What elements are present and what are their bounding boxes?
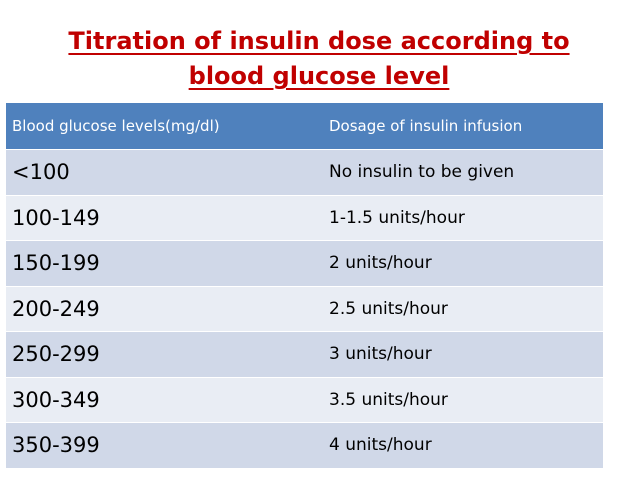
table-row: 250-299 3 units/hour	[6, 331, 603, 377]
insulin-titration-table: Blood glucose levels(mg/dl) Dosage of in…	[6, 103, 603, 468]
glucose-range-cell: 150-199	[12, 251, 100, 276]
glucose-range-cell: 250-299	[12, 342, 100, 367]
table-row: 300-349 3.5 units/hour	[6, 376, 603, 422]
table-header-row: Blood glucose levels(mg/dl) Dosage of in…	[6, 103, 603, 149]
dosage-cell: 1-1.5 units/hour	[329, 207, 465, 228]
header-glucose-level: Blood glucose levels(mg/dl)	[12, 117, 220, 135]
header-insulin-dosage: Dosage of insulin infusion	[329, 117, 523, 135]
glucose-range-cell: 100-149	[12, 205, 100, 230]
dosage-cell: 2.5 units/hour	[329, 298, 448, 319]
title-line-2: blood glucose level	[188, 62, 450, 90]
table-row: 100-149 1-1.5 units/hour	[6, 194, 603, 240]
dosage-cell: 3 units/hour	[329, 344, 432, 365]
dosage-cell: 4 units/hour	[329, 435, 432, 456]
dosage-cell: No insulin to be given	[329, 162, 515, 183]
table-row: 200-249 2.5 units/hour	[6, 285, 603, 331]
table-row: <100 No insulin to be given	[6, 149, 603, 195]
dosage-cell: 2 units/hour	[329, 253, 432, 274]
glucose-range-cell: <100	[12, 160, 70, 185]
title-line-1: Titration of insulin dose according to	[68, 27, 570, 55]
slide-title: Titration of insulin dose according to b…	[0, 24, 638, 94]
table-row: 350-399 4 units/hour	[6, 422, 603, 468]
table-row: 150-199 2 units/hour	[6, 240, 603, 286]
glucose-range-cell: 300-349	[12, 387, 100, 412]
dosage-cell: 3.5 units/hour	[329, 389, 448, 410]
glucose-range-cell: 200-249	[12, 296, 100, 321]
glucose-range-cell: 350-399	[12, 433, 100, 458]
